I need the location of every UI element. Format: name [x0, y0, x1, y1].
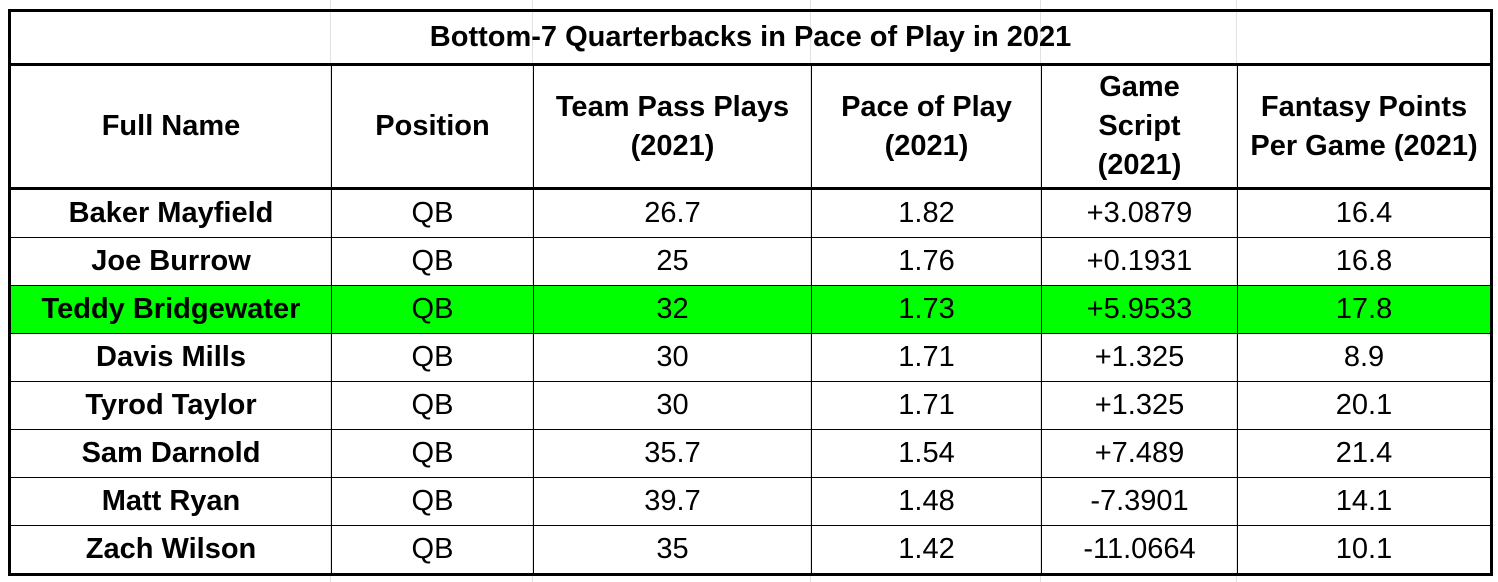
column-header-team-pass-plays-text: Team Pass Plays (2021) [555, 90, 790, 162]
cell-fantasy-points: 14.1 [1236, 477, 1493, 526]
cell-full-name: Davis Mills [9, 333, 332, 382]
cell-position: QB [331, 188, 534, 238]
cell-team-pass-plays: 26.7 [533, 188, 812, 238]
cell-team-pass-plays: 35 [533, 525, 812, 575]
table-title: Bottom-7 Quarterbacks in Pace of Play in… [8, 10, 1493, 66]
table-row: Matt Ryan QB 39.7 1.48 -7.3901 14.1 [9, 477, 1493, 526]
cell-fantasy-points: 20.1 [1236, 381, 1493, 430]
cell-position: QB [331, 477, 534, 526]
cell-pace-of-play: 1.71 [811, 381, 1042, 430]
cell-full-name: Zach Wilson [9, 525, 332, 575]
cell-pace-of-play: 1.54 [811, 429, 1042, 478]
cell-position: QB [331, 525, 534, 575]
table-row: Davis Mills QB 30 1.71 +1.325 8.9 [9, 333, 1493, 382]
cell-position: QB [331, 285, 534, 334]
cell-pace-of-play: 1.76 [811, 237, 1042, 286]
cell-game-script: +1.325 [1041, 333, 1238, 382]
cell-game-script: +3.0879 [1041, 188, 1238, 238]
table-row: Teddy Bridgewater QB 32 1.73 +5.9533 17.8 [9, 285, 1493, 334]
cell-team-pass-plays: 25 [533, 237, 812, 286]
cell-pace-of-play: 1.73 [811, 285, 1042, 334]
table-row: Tyrod Taylor QB 30 1.71 +1.325 20.1 [9, 381, 1493, 430]
cell-game-script: +5.9533 [1041, 285, 1238, 334]
cell-position: QB [331, 429, 534, 478]
cell-position: QB [331, 237, 534, 286]
cell-position: QB [331, 333, 534, 382]
column-header-position: Position [331, 64, 534, 190]
cell-full-name: Matt Ryan [9, 477, 332, 526]
cell-full-name: Baker Mayfield [9, 188, 332, 238]
cell-fantasy-points: 16.4 [1236, 188, 1493, 238]
table-row: Sam Darnold QB 35.7 1.54 +7.489 21.4 [9, 429, 1493, 478]
cell-game-script: -7.3901 [1041, 477, 1238, 526]
cell-full-name: Joe Burrow [9, 237, 332, 286]
cell-fantasy-points: 8.9 [1236, 333, 1493, 382]
quarterback-table: Bottom-7 Quarterbacks in Pace of Play in… [8, 9, 1494, 576]
cell-team-pass-plays: 30 [533, 333, 812, 382]
cell-fantasy-points: 16.8 [1236, 237, 1493, 286]
cell-fantasy-points: 17.8 [1236, 285, 1493, 334]
column-header-fantasy-points: Fantasy Points Per Game (2021) [1236, 64, 1493, 190]
column-header-pace-of-play: Pace of Play (2021) [811, 64, 1042, 190]
cell-game-script: +7.489 [1041, 429, 1238, 478]
column-header-full-name: Full Name [9, 64, 332, 190]
cell-full-name: Sam Darnold [9, 429, 332, 478]
cell-team-pass-plays: 32 [533, 285, 812, 334]
cell-game-script: +1.325 [1041, 381, 1238, 430]
table-body: Baker Mayfield QB 26.7 1.82 +3.0879 16.4 Joe B… [9, 188, 1493, 575]
cell-game-script: +0.1931 [1041, 237, 1238, 286]
cell-pace-of-play: 1.42 [811, 525, 1042, 575]
cell-full-name: Tyrod Taylor [9, 381, 332, 430]
column-header-game-script-text: Game Script (2021) [1097, 71, 1182, 181]
cell-position: QB [331, 381, 534, 430]
cell-pace-of-play: 1.82 [811, 188, 1042, 238]
cell-pace-of-play: 1.48 [811, 477, 1042, 526]
column-header-team-pass-plays: Team Pass Plays (2021) [533, 64, 812, 190]
table-row: Zach Wilson QB 35 1.42 -11.0664 10.1 [9, 525, 1493, 575]
cell-fantasy-points: 10.1 [1236, 525, 1493, 575]
column-header-pace-of-play-text: Pace of Play (2021) [841, 90, 1012, 162]
cell-game-script: -11.0664 [1041, 525, 1238, 575]
column-header-game-script: Game Script (2021) [1041, 64, 1238, 190]
table-row: Joe Burrow QB 25 1.76 +0.1931 16.8 [9, 237, 1493, 286]
table-row: Baker Mayfield QB 26.7 1.82 +3.0879 16.4 [9, 188, 1493, 238]
column-header-fantasy-points-text: Fantasy Points Per Game (2021) [1250, 90, 1478, 162]
cell-full-name: Teddy Bridgewater [9, 285, 332, 334]
header-row: Full Name Position Team Pass Plays (2021… [9, 64, 1493, 190]
cell-team-pass-plays: 30 [533, 381, 812, 430]
cell-team-pass-plays: 35.7 [533, 429, 812, 478]
cell-team-pass-plays: 39.7 [533, 477, 812, 526]
cell-pace-of-play: 1.71 [811, 333, 1042, 382]
cell-fantasy-points: 21.4 [1236, 429, 1493, 478]
